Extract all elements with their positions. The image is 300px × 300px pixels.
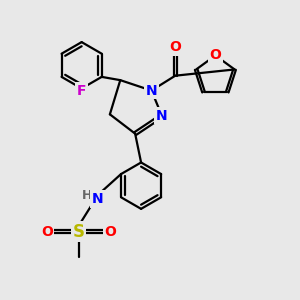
Text: O: O (41, 225, 53, 239)
Text: F: F (77, 84, 86, 98)
Text: O: O (104, 225, 116, 239)
Text: S: S (73, 223, 85, 241)
Text: N: N (146, 84, 157, 98)
Text: O: O (169, 40, 181, 55)
Text: N: N (156, 109, 168, 123)
Text: N: N (92, 192, 103, 206)
Text: H: H (82, 189, 92, 202)
Text: O: O (209, 49, 221, 62)
